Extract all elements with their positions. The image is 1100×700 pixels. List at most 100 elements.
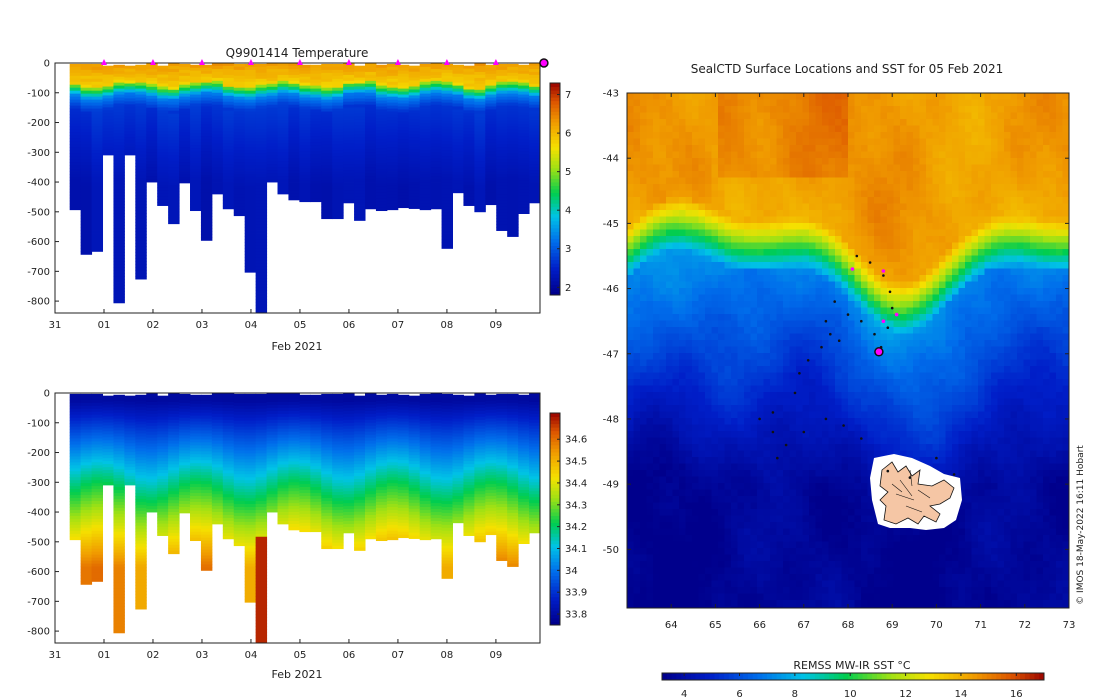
sst-cell: [984, 119, 992, 126]
temperature-cell: [310, 145, 322, 149]
temperature-cell: [365, 116, 377, 120]
salinity-cell: [179, 432, 191, 436]
temperature-cell: [222, 161, 235, 165]
temperature-cell: [419, 150, 432, 154]
sst-cell: [900, 93, 907, 100]
temperature-cell: [474, 101, 486, 106]
salinity-cell: [277, 494, 289, 498]
temperature-cell: [529, 199, 540, 204]
temperature-cell: [375, 112, 388, 116]
salinity-cell: [332, 515, 344, 520]
temperature-cell: [222, 92, 235, 97]
temperature-cell: [518, 136, 530, 140]
salinity-cell: [386, 506, 399, 511]
salinity-cell: [474, 425, 486, 430]
temperature-colorbar-swatch: [550, 178, 560, 183]
sst-cell: [984, 112, 992, 120]
salinity-cell: [518, 403, 530, 408]
salinity-cell: [146, 488, 158, 492]
salinity-cell: [200, 487, 213, 491]
temperature-cell: [507, 75, 519, 80]
salinity-cell: [179, 405, 191, 410]
temperature-cell: [168, 182, 180, 186]
temperature-cell: [386, 99, 399, 103]
salinity-cell: [288, 526, 300, 531]
temperature-cell: [441, 179, 453, 184]
salinity-cell: [343, 512, 355, 516]
sst-cell: [770, 119, 777, 126]
sst-cell: [692, 112, 699, 120]
temperature-cell: [113, 195, 125, 200]
temperature-cell: [299, 183, 311, 188]
salinity-cell: [244, 596, 257, 600]
temperature-cell: [211, 119, 224, 123]
temperature-cell: [452, 73, 464, 78]
salinity-cell: [168, 476, 180, 480]
temperature-cell: [233, 200, 246, 205]
salinity-cell: [135, 531, 147, 536]
temperature-cell: [200, 133, 213, 137]
temperature-cell: [113, 94, 125, 98]
temperature-cell: [408, 178, 421, 183]
temperature-cell: [157, 134, 169, 138]
salinity-cell: [507, 536, 519, 541]
salinity-cell: [452, 445, 464, 449]
temperature-cell: [452, 76, 464, 81]
temperature-cell: [91, 75, 104, 80]
salinity-cell: [190, 409, 202, 414]
temperature-cell: [91, 159, 104, 163]
salinity-cell: [233, 471, 246, 475]
temperature-cell: [474, 125, 486, 129]
salinity-cell: [255, 593, 268, 597]
temperature-cell: [124, 80, 136, 84]
salinity-cell: [244, 414, 257, 419]
temperature-cell: [529, 107, 540, 112]
salinity-cell: [518, 522, 530, 527]
salinity-colorbar-swatch: [550, 610, 560, 615]
temperature-cell: [419, 126, 432, 130]
salinity-cell: [430, 446, 443, 450]
salinity-cell: [266, 509, 279, 513]
salinity-cell: [168, 491, 180, 495]
salinity-cell: [211, 467, 224, 471]
salinity-cell: [211, 431, 224, 436]
salinity-cell: [474, 494, 486, 498]
salinity-cell: [507, 435, 519, 439]
temperature-cell: [69, 135, 82, 139]
salinity-cell: [135, 555, 147, 559]
temperature-cell: [386, 156, 399, 160]
temperature-cell: [233, 111, 246, 115]
salinity-cell: [113, 597, 125, 601]
temperature-cell: [200, 192, 213, 197]
temperature-cell: [299, 195, 311, 200]
salinity-cell: [135, 442, 147, 446]
sst-cell: [672, 119, 680, 126]
salinity-cell: [496, 465, 508, 469]
salinity-cell: [168, 473, 180, 477]
temperature-cell: [222, 68, 235, 73]
salinity-cell: [386, 405, 399, 410]
salinity-cell: [430, 452, 443, 456]
temperature-cell: [277, 101, 289, 106]
salinity-cell: [255, 581, 268, 585]
temperature-cell: [343, 95, 355, 100]
salinity-cell: [277, 497, 289, 501]
salinity-cell: [518, 475, 530, 479]
temperature-cell: [255, 230, 268, 234]
salinity-colorbar-frame: [549, 412, 561, 626]
salinity-cell: [146, 476, 158, 480]
salinity-colorbar-swatch: [550, 444, 560, 449]
temperature-cell: [386, 69, 399, 74]
salinity-cell: [179, 498, 191, 502]
salinity-cell: [80, 471, 93, 475]
temperature-cell: [157, 178, 169, 183]
temperature-cell: [288, 167, 300, 171]
salinity-cell: [518, 451, 530, 455]
temperature-cell: [419, 120, 432, 124]
temperature-cell: [288, 164, 300, 168]
sst-cell: [705, 112, 712, 120]
salinity-cell: [124, 410, 136, 414]
temperature-heatmap: [69, 63, 540, 313]
salinity-cell: [496, 515, 508, 520]
temperature-cell: [277, 113, 289, 117]
